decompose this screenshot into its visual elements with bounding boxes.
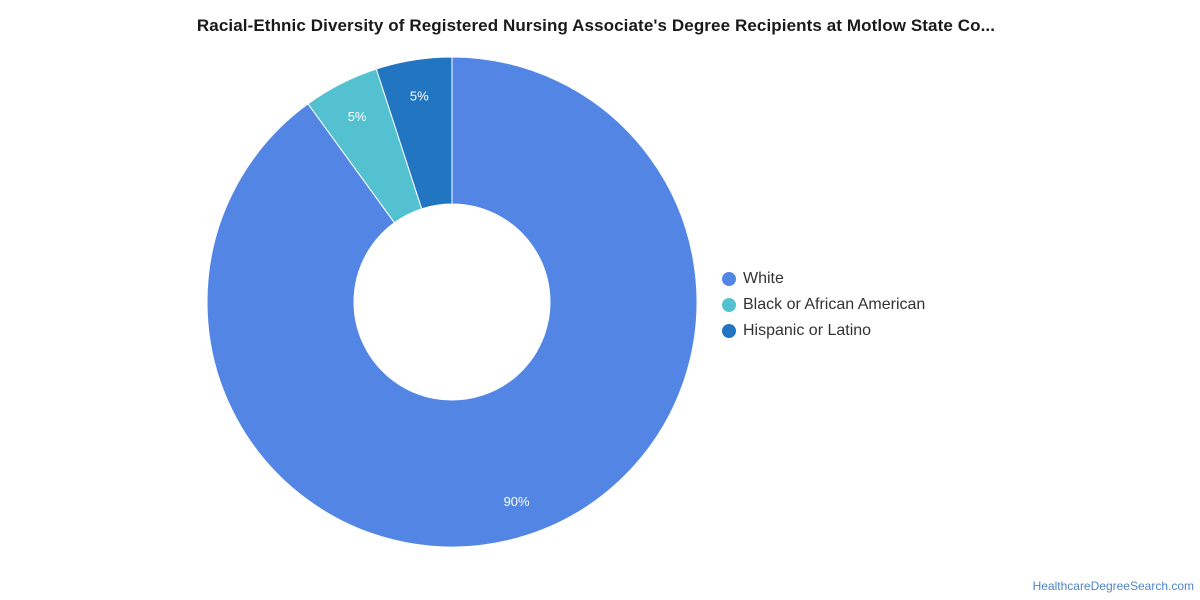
slice-value-label: 5% (410, 89, 429, 104)
legend-marker-icon (722, 324, 736, 338)
legend-item[interactable]: Hispanic or Latino (722, 318, 925, 344)
source-link[interactable]: HealthcareDegreeSearch.com (1032, 579, 1194, 593)
donut-slice-white[interactable] (206, 56, 698, 548)
legend-label: White (743, 270, 784, 287)
legend-marker-icon (722, 298, 736, 312)
chart-title: Racial-Ethnic Diversity of Registered Nu… (196, 16, 996, 35)
chart-legend: White Black or African American Hispanic o… (722, 266, 925, 344)
legend-item[interactable]: Black or African American (722, 292, 925, 318)
legend-item[interactable]: White (722, 266, 925, 292)
legend-marker-icon (722, 272, 736, 286)
legend-label: Black or African American (743, 296, 926, 313)
slice-value-label: 5% (348, 109, 367, 124)
legend-label: Hispanic or Latino (743, 322, 872, 339)
donut-slice-hispanic-or-latino[interactable] (375, 56, 453, 210)
slice-value-label: 90% (504, 494, 530, 509)
